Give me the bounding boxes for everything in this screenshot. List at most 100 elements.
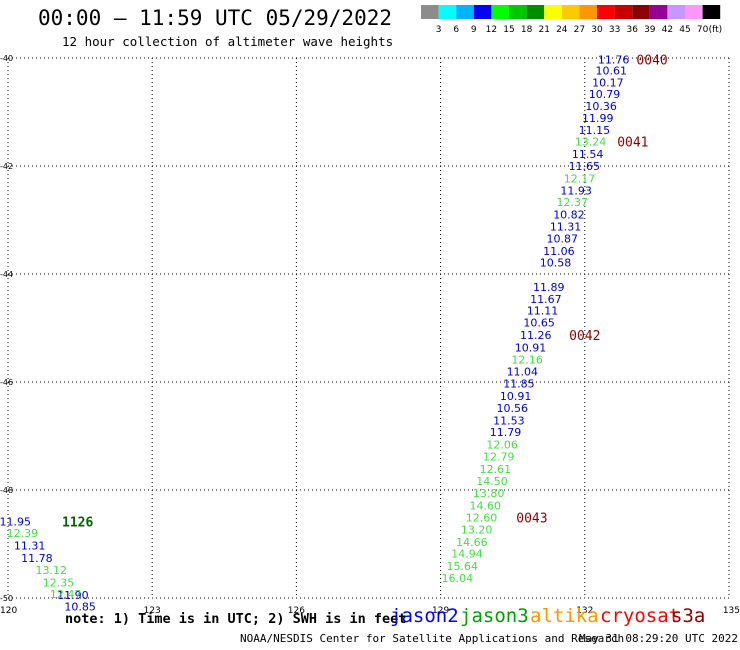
color-scale-tick-label: 3 (436, 25, 442, 35)
swh-value-label-jason2: 11.06 (543, 245, 575, 258)
color-scale-tick-label: 18 (521, 25, 533, 35)
swh-value-label-jason2: 11.76 (598, 54, 630, 67)
color-scale-tick-label: 36 (626, 25, 638, 35)
x-tick-label: 126 (288, 606, 305, 616)
swh-value-label-jason2: 11.15 (579, 124, 611, 137)
swh-value-label-jason2: 10.56 (496, 402, 528, 415)
color-swatch (579, 5, 597, 19)
swh-value-label-jason3: 12.16 (511, 353, 543, 366)
swh-value-label-jason3: 15.64 (446, 560, 478, 573)
color-swatch (667, 5, 685, 19)
color-swatch (685, 5, 703, 19)
swh-value-label-jason2: 11.04 (507, 366, 539, 379)
color-swatch (632, 5, 650, 19)
swh-value-label-jason3: 12.37 (557, 196, 589, 209)
swh-value-label-jason3: 13.24 (575, 136, 607, 149)
chart-title: 00:00 – 11:59 UTC 05/29/2022 (38, 6, 393, 30)
swh-value-label-jason2: 10.79 (589, 88, 621, 101)
color-swatch (597, 5, 615, 19)
x-tick-label: 120 (0, 606, 17, 616)
color-scale-tick-label: (ft) (709, 25, 723, 35)
swh-value-label-jason3: 12.61 (480, 463, 512, 476)
swh-value-label-jason2: 11.65 (569, 160, 601, 173)
swh-value-label-jason2: 11.90 (57, 589, 89, 602)
swh-value-label-jason2: 11.26 (520, 329, 552, 342)
x-tick-label: 129 (432, 606, 449, 616)
legend-note: note: 1) Time is in UTC; 2) SWH is in fe… (65, 611, 407, 627)
swh-value-label-jason3: 12.35 (43, 576, 75, 589)
swh-value-label-jason3: 13.12 (36, 564, 68, 577)
color-scale-tick-label: 70 (697, 25, 709, 35)
color-swatch (702, 5, 721, 19)
swh-value-label-jason2: 11.79 (490, 426, 522, 439)
color-scale-tick-label: 27 (574, 25, 585, 35)
color-swatch (544, 5, 562, 19)
color-swatch (456, 5, 474, 19)
legend-s3a: s3a (671, 605, 706, 627)
swh-value-label-jason2: 11.89 (533, 281, 565, 294)
swh-value-label-jason3: 12.06 (486, 439, 518, 452)
swh-value-label-jason2: 11.93 (560, 184, 592, 197)
swh-value-label-jason2: 10.58 (540, 257, 572, 270)
color-swatch (526, 5, 545, 19)
time-marker-label: 0043 (516, 512, 547, 527)
swh-value-label-jason2: 11.31 (550, 220, 582, 233)
color-swatch (473, 5, 492, 19)
swh-value-label-jason2: 11.67 (530, 293, 562, 306)
color-scale-tick-label: 45 (679, 25, 690, 35)
swh-value-label-jason3: 12.79 (483, 451, 515, 464)
y-tick-label: -48 (0, 486, 13, 495)
legend-cryosat: cryosat (600, 605, 681, 627)
swh-value-label-jason2: 11.95 (0, 515, 31, 528)
swh-value-label-jason2: 10.61 (595, 64, 627, 77)
swh-value-label-jason3: 14.60 (470, 500, 502, 513)
color-swatch (509, 5, 527, 19)
color-scale-tick-label: 12 (486, 25, 497, 35)
swh-value-label-jason3: 12.17 (564, 172, 596, 185)
swh-value-label-jason3: 12.39 (7, 527, 39, 540)
x-tick-label: 135 (723, 606, 740, 616)
color-swatch (491, 5, 509, 19)
swh-value-label-jason3: 14.66 (456, 536, 488, 549)
time-marker-label: 0040 (636, 54, 667, 69)
color-swatch (614, 5, 633, 19)
swh-value-label-jason2: 10.17 (592, 76, 624, 89)
color-scale-tick-label: 9 (471, 25, 477, 35)
legend-altika: altika (530, 605, 599, 627)
y-tick-label: -50 (0, 594, 13, 603)
swh-value-label-jason3: 14.94 (451, 548, 483, 561)
swh-value-label-jason3: 14.50 (476, 475, 508, 488)
color-scale-tick-label: 6 (453, 25, 459, 35)
swh-value-label-jason3: 13.80 (473, 487, 505, 500)
swh-value-label-jason2: 10.91 (515, 341, 547, 354)
color-swatch (649, 5, 668, 19)
swh-value-label-jason2: 10.65 (523, 317, 555, 330)
y-tick-label: -46 (0, 378, 13, 387)
color-scale-legend: 3 6 9 12 15 18 21 24 27 30 33 36 39 42 45 70 (ft) (421, 5, 723, 35)
swh-value-label-jason2: 11.78 (21, 552, 53, 565)
footer-timestamp: May 31 08:29:20 UTC 2022 (579, 632, 738, 645)
swh-value-label-jason2: 10.85 (64, 601, 96, 614)
y-tick-label: -40 (0, 54, 13, 63)
color-swatch (561, 5, 580, 19)
x-tick-label: 132 (576, 606, 593, 616)
swh-value-label-jason2: 10.36 (585, 100, 617, 113)
swh-value-label-jason2: 10.91 (500, 390, 532, 403)
color-scale-tick-label: 39 (644, 25, 656, 35)
swh-value-label-jason3: 13.20 (461, 523, 493, 536)
chart-subtitle: 12 hour collection of altimeter wave hei… (62, 34, 394, 49)
time-marker-label: 0041 (617, 136, 648, 151)
color-scale-tick-label: 15 (503, 25, 514, 35)
swh-value-label-jason2: 11.54 (572, 148, 604, 161)
swh-value-label-jason2: 11.85 (503, 378, 535, 391)
color-scale-tick-label: 42 (662, 25, 673, 35)
color-scale-tick-label: 33 (609, 25, 620, 35)
swh-value-label-jason3: 12.47 (50, 588, 82, 601)
color-scale-tick-label: 24 (556, 25, 568, 35)
swh-value-label-jason2: 11.99 (582, 112, 614, 125)
legend-jason3: jason3 (460, 605, 529, 627)
x-tick-label: 123 (144, 606, 161, 616)
y-tick-label: -42 (0, 162, 13, 171)
color-swatch (438, 5, 457, 19)
